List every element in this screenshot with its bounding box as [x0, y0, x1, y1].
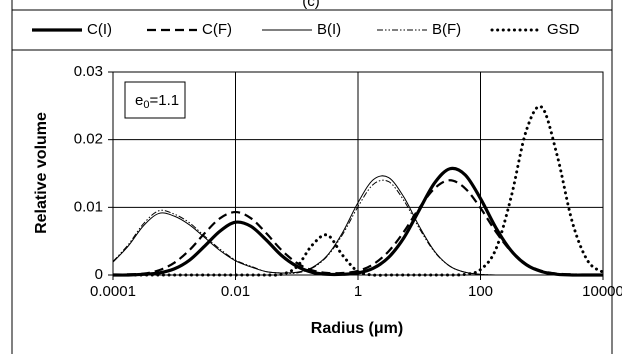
y-tick-label: 0 — [95, 266, 103, 283]
annotation-sub: 0 — [143, 99, 149, 111]
plot-border — [112, 71, 604, 276]
x-tick-label: 0.0001 — [90, 283, 136, 300]
x-tick-label: 10000 — [582, 283, 622, 300]
legend-label: GSD — [547, 21, 580, 38]
x-tick-label: 0.01 — [221, 283, 250, 300]
x-axis-label: Radius (μm) — [311, 320, 403, 337]
annotation: e0=1.1 — [135, 92, 179, 111]
series-line — [113, 104, 605, 277]
y-axis-label: Relative volume — [33, 112, 50, 234]
y-tick-label: 0.02 — [74, 131, 103, 148]
legend-label: B(I) — [317, 21, 341, 38]
x-tick-label: 100 — [468, 283, 493, 300]
legend-label: B(F) — [432, 21, 461, 38]
legend-label: C(F) — [202, 21, 232, 38]
legend-label: C(I) — [87, 21, 112, 38]
series-line — [113, 179, 603, 276]
y-tick-label: 0.01 — [74, 198, 103, 215]
plot-area: 0 0.01 0.02 0.03 0.0001 0.01 1 100 10000 — [74, 63, 622, 300]
annotation-rest: =1.1 — [149, 92, 179, 109]
annotation-base: e — [135, 92, 143, 109]
annotation-box — [124, 81, 186, 119]
x-tick-label: 1 — [354, 283, 362, 300]
y-tick-label: 0.03 — [74, 63, 103, 80]
chart-title: (c) — [302, 0, 320, 10]
